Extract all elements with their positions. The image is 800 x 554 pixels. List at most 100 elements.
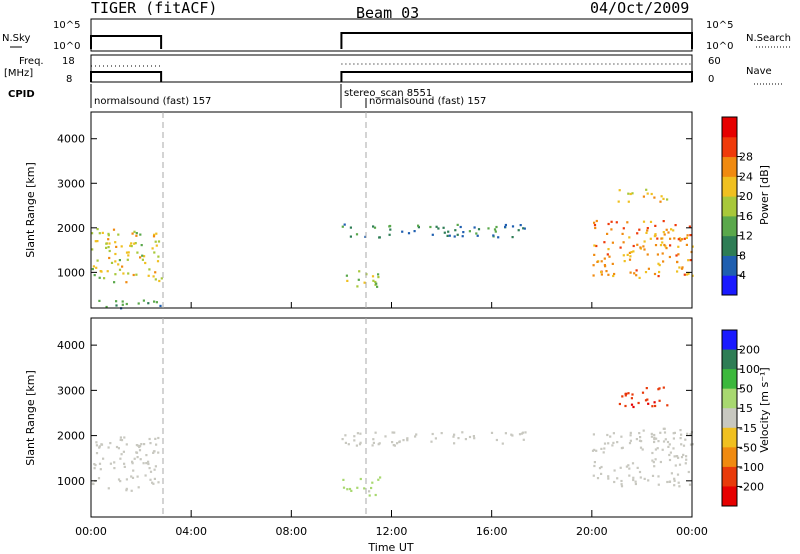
echo-mark: [388, 233, 391, 236]
echo-mark: [402, 439, 405, 442]
echo-mark: [406, 437, 409, 440]
echo-mark: [680, 267, 684, 270]
echo-mark: [686, 234, 689, 237]
echo-mark: [510, 433, 513, 436]
echo-mark: [518, 433, 522, 436]
echo-mark: [136, 456, 139, 459]
echo-mark: [356, 285, 359, 288]
colorbar-tick-label: 20: [739, 190, 753, 203]
echo-mark: [435, 225, 438, 228]
echo-mark: [593, 253, 596, 256]
echo-mark: [115, 245, 118, 248]
echo-mark: [603, 264, 606, 267]
echo-mark: [623, 260, 626, 263]
echo-mark: [662, 197, 665, 200]
echo-mark: [617, 200, 620, 203]
y-tick-label: 3000: [57, 177, 85, 190]
echo-mark: [359, 477, 362, 481]
echo-mark: [107, 446, 110, 449]
echo-mark: [687, 470, 690, 474]
echo-mark: [624, 394, 627, 397]
echo-mark: [117, 263, 120, 266]
echo-mark: [603, 447, 606, 450]
echo-mark: [607, 248, 610, 251]
echo-mark: [621, 395, 624, 398]
echo-mark: [454, 229, 457, 232]
nsky-panel-frame: [90, 18, 693, 52]
echo-mark: [119, 438, 122, 441]
echo-mark: [594, 226, 597, 230]
echo-mark: [389, 228, 392, 231]
echo-mark: [135, 273, 138, 276]
echo-mark: [94, 464, 97, 467]
echo-mark: [666, 198, 669, 201]
echo-mark: [144, 474, 147, 477]
x-tick-label: 04:00: [175, 525, 207, 538]
echo-mark: [157, 451, 160, 454]
echo-mark: [443, 231, 446, 234]
echo-mark: [371, 444, 374, 447]
echo-mark: [125, 489, 128, 492]
echo-mark: [125, 443, 128, 446]
echo-mark: [629, 434, 632, 437]
y-tick-label: 1000: [57, 266, 85, 279]
echo-mark: [689, 443, 693, 446]
echo-mark: [641, 391, 645, 394]
echo-mark: [103, 277, 106, 280]
echo-mark: [414, 435, 417, 438]
echo-mark: [464, 438, 467, 441]
echo-mark: [92, 265, 95, 268]
echo-mark: [651, 405, 654, 408]
echo-mark: [119, 457, 122, 460]
freq-panel-frame: [90, 54, 693, 83]
echo-mark: [157, 436, 160, 440]
echo-mark: [647, 267, 650, 270]
echo-mark: [656, 253, 659, 256]
echo-mark: [638, 276, 641, 279]
nsky-tick-bottom: 10^0: [53, 41, 80, 52]
echo-mark: [353, 439, 356, 442]
echo-mark: [639, 246, 642, 249]
echo-mark: [142, 462, 145, 465]
echo-mark: [147, 460, 150, 463]
echo-mark: [475, 232, 478, 235]
echo-mark: [152, 275, 155, 278]
echo-mark: [159, 304, 162, 307]
echo-mark: [417, 224, 420, 227]
echo-mark: [378, 236, 381, 239]
echo-mark: [667, 231, 670, 234]
echo-mark: [656, 447, 659, 450]
echo-mark: [107, 234, 110, 237]
echo-mark: [659, 200, 662, 203]
echo-mark: [374, 431, 377, 434]
echo-mark: [668, 480, 671, 483]
echo-mark: [153, 300, 156, 303]
echo-mark: [659, 460, 662, 464]
colorbar-tick-label: -100: [739, 461, 764, 474]
echo-mark: [114, 260, 117, 263]
echo-mark: [600, 447, 603, 450]
echo-mark: [668, 443, 671, 446]
echo-mark: [679, 429, 682, 432]
echo-mark: [654, 224, 657, 227]
echo-mark: [453, 235, 456, 238]
echo-mark: [377, 273, 380, 276]
colorbar-segment: [722, 466, 737, 487]
echo-mark: [608, 255, 611, 258]
y-tick-label: 2000: [57, 222, 85, 235]
echo-mark: [342, 486, 346, 489]
echo-mark: [372, 225, 375, 228]
echo-mark: [603, 442, 607, 445]
echo-mark: [673, 479, 676, 482]
echo-mark: [379, 476, 382, 479]
echo-mark: [666, 404, 669, 407]
echo-mark: [122, 272, 125, 275]
colorbar-segment: [722, 388, 737, 409]
echo-mark: [685, 455, 688, 458]
colorbar-frame: [721, 116, 738, 296]
y-tick-label: 4000: [57, 133, 85, 146]
echo-mark: [620, 485, 624, 488]
echo-mark: [133, 230, 136, 233]
echo-mark: [644, 399, 648, 402]
echo-mark: [153, 233, 156, 236]
